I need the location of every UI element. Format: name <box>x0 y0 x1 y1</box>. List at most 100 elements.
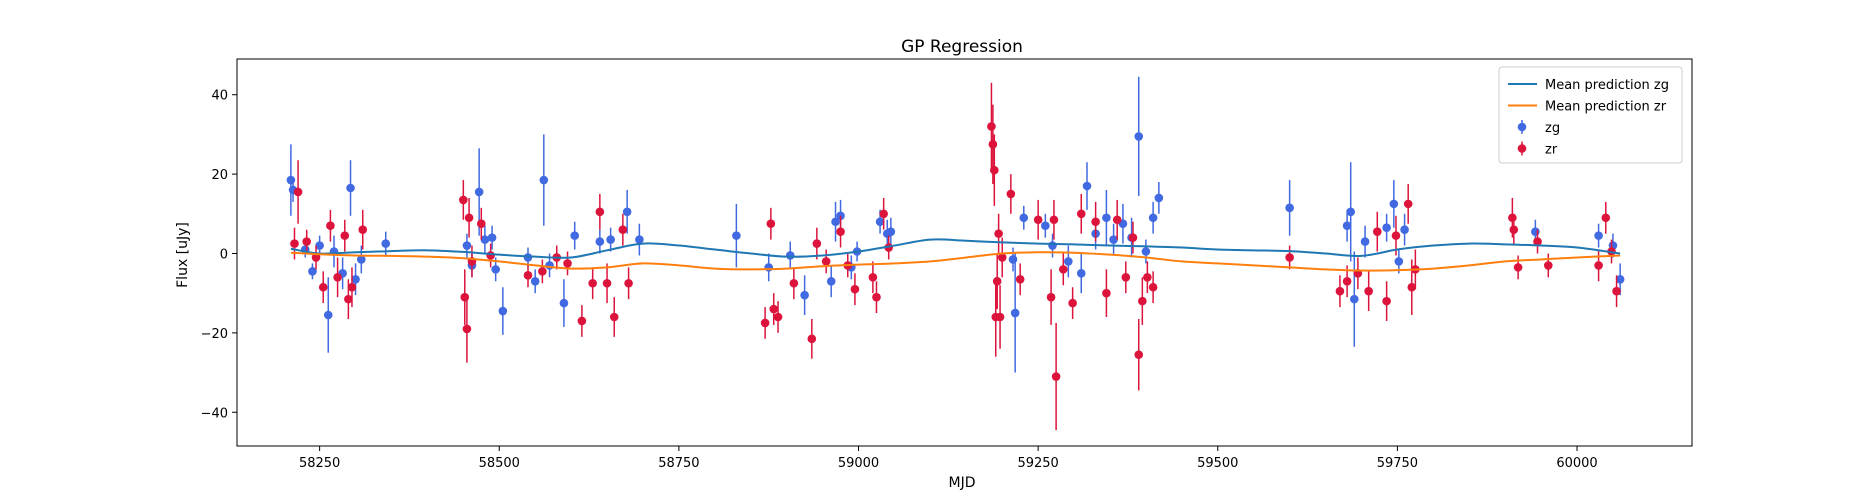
data-point <box>1342 276 1352 286</box>
axes-frame <box>236 58 1693 447</box>
data-point <box>1134 132 1144 141</box>
data-point <box>1533 237 1542 246</box>
data-point <box>1372 227 1382 236</box>
data-point <box>831 217 840 227</box>
data-point <box>872 292 881 302</box>
data-point <box>1335 286 1345 296</box>
data-point <box>732 231 741 240</box>
data-point <box>1389 199 1399 209</box>
y-tick-label: 0 <box>220 247 228 262</box>
data-point <box>1364 286 1373 296</box>
y-tick-label: 20 <box>211 168 228 183</box>
data-point <box>323 310 333 320</box>
x-tick-label: 59500 <box>1197 456 1238 471</box>
data-point <box>1051 372 1061 381</box>
legend-label: zr <box>1545 143 1558 158</box>
data-point <box>462 324 472 334</box>
legend-box <box>1498 66 1683 164</box>
data-point <box>1612 286 1621 296</box>
data-point <box>609 312 619 322</box>
data-point <box>346 183 355 193</box>
data-point <box>460 292 470 302</box>
data-point <box>358 225 368 234</box>
data-point <box>1010 308 1020 318</box>
data-point <box>595 207 605 217</box>
data-point <box>1049 215 1059 225</box>
data-point <box>318 282 328 292</box>
data-point <box>1342 221 1352 231</box>
data-point <box>1058 265 1068 274</box>
x-tick-label: 58750 <box>658 456 699 471</box>
x-tick-label: 59000 <box>838 456 879 471</box>
data-point <box>1349 294 1359 304</box>
data-point <box>1048 241 1057 250</box>
data-point <box>1076 269 1086 278</box>
data-point <box>474 187 484 197</box>
data-point <box>351 274 360 284</box>
data-point <box>1285 253 1294 262</box>
data-point <box>807 334 817 344</box>
data-point <box>1594 231 1603 240</box>
data-point <box>1064 257 1073 266</box>
x-tick-label: 60000 <box>1556 456 1597 471</box>
y-tick-label: −40 <box>201 406 228 421</box>
data-point <box>995 312 1005 322</box>
legend-marker-swatch <box>1517 122 1527 132</box>
data-point <box>1285 203 1294 213</box>
legend-label: Mean prediction zg <box>1545 78 1669 93</box>
data-point <box>990 165 999 175</box>
data-point <box>381 239 391 248</box>
data-point <box>1382 296 1391 306</box>
data-point <box>1033 215 1043 225</box>
data-point <box>1102 213 1111 223</box>
data-point <box>559 298 569 308</box>
data-point <box>850 284 860 294</box>
data-point <box>1543 261 1553 270</box>
data-point <box>1128 233 1138 242</box>
data-point <box>800 290 809 300</box>
data-point <box>1068 298 1077 308</box>
data-point <box>357 255 366 264</box>
data-point <box>987 122 996 131</box>
data-point <box>988 140 998 149</box>
data-point <box>760 318 770 328</box>
data-point <box>992 276 1002 286</box>
data-point <box>1615 274 1625 284</box>
data-point <box>1109 235 1118 244</box>
data-point <box>1102 288 1111 298</box>
legend-marker-swatch <box>1517 144 1527 153</box>
data-point <box>1006 189 1016 199</box>
x-axis-label: MJD <box>949 475 976 491</box>
data-point <box>1382 223 1391 232</box>
data-point <box>570 231 580 240</box>
data-point <box>486 251 495 260</box>
data-point <box>577 316 587 326</box>
y-tick-label: −20 <box>201 327 228 342</box>
y-axis-label: Flux [uJy] <box>175 222 191 288</box>
data-point <box>1046 292 1056 302</box>
data-point <box>1008 255 1018 264</box>
data-point <box>302 237 311 246</box>
data-point <box>293 187 303 197</box>
plot-area: 58250 58500 58750 59000 59250 59500 59750 60000… <box>201 58 1693 471</box>
data-point <box>1513 263 1523 272</box>
data-point <box>459 195 468 205</box>
data-point <box>1508 213 1517 223</box>
data-point <box>476 219 486 229</box>
mean-line-zr <box>290 251 1621 272</box>
data-point <box>1394 257 1404 266</box>
data-point <box>1138 296 1147 306</box>
data-point <box>588 278 597 288</box>
data-point <box>622 207 632 217</box>
data-point <box>766 219 776 229</box>
data-point <box>618 225 628 234</box>
data-point <box>462 241 472 250</box>
data-point <box>764 263 774 272</box>
data-point <box>1019 213 1029 223</box>
data-point <box>538 267 547 276</box>
data-point <box>491 265 500 274</box>
data-point <box>1531 227 1540 236</box>
data-point <box>785 251 795 260</box>
data-point <box>530 276 540 286</box>
